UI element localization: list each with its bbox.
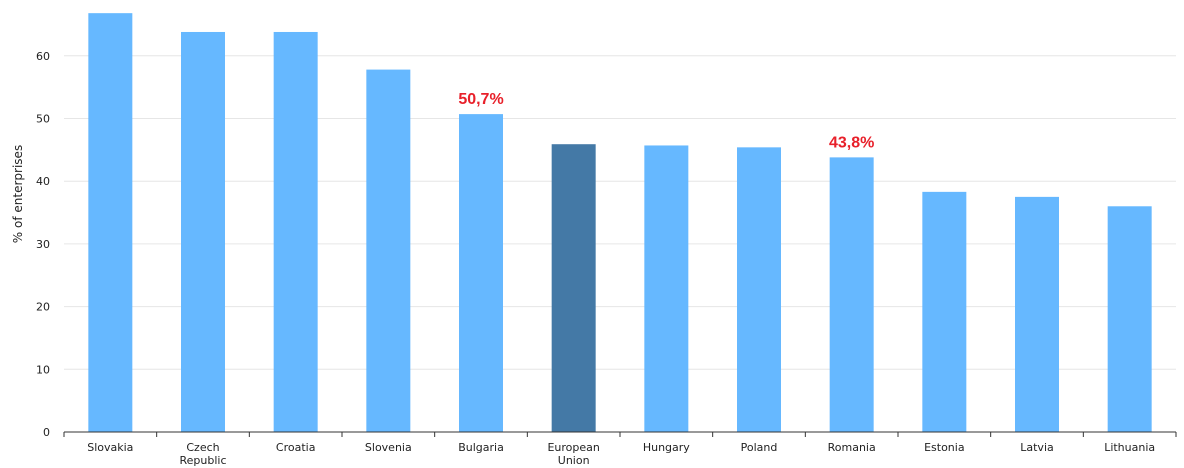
x-tick-label: Slovakia [87,441,133,454]
bar-poland [737,147,781,433]
x-axis [63,431,1177,437]
bar-slovenia [366,69,411,433]
bar-bulgaria [459,114,503,433]
bar-estonia [922,191,967,432]
y-tick-label: 50 [36,113,50,126]
x-tick-label-line: Latvia [1020,441,1054,454]
x-tick-label-line: Croatia [276,441,316,454]
x-tick-label-line: Estonia [924,441,965,454]
x-tick-label-line: European [547,441,599,454]
x-tick-label: European Union [547,441,599,467]
y-tick-label: 10 [36,363,50,376]
x-tick-label: Croatia [276,441,316,454]
y-tick-label: 30 [36,238,50,251]
y-tick-label: 40 [36,175,50,188]
x-tick-label-line: Poland [741,441,778,454]
x-tick-label-line: Republic [179,454,226,467]
x-tick-label: Bulgaria [458,441,504,454]
x-tick-label: Hungary [643,441,690,454]
y-axis-ticks: 0 10 20 30 40 50 60 [36,50,50,439]
bars [88,13,1152,433]
x-tick-label: Estonia [924,441,965,454]
bar-slovakia [88,13,133,432]
x-tick-label: Poland [741,441,778,454]
data-label-romania: 43,8% [829,134,874,151]
data-labels: 50,7% 43,8% [458,91,874,151]
x-tick-label: Romania [828,441,876,454]
x-tick-label-line: Czech [186,441,219,454]
y-tick-label: 20 [36,301,50,314]
x-tick-label: Czech Republic [179,441,226,467]
x-tick-label-line: Union [558,454,590,467]
x-tick-label: Latvia [1020,441,1054,454]
bar-croatia [273,31,318,433]
x-tick-label-line: Slovakia [87,441,133,454]
bar-latvia [1015,196,1059,432]
data-label-bulgaria: 50,7% [458,91,503,108]
bar-european-union [551,144,596,432]
x-tick-label-line: Bulgaria [458,441,504,454]
x-tick-label-line: Hungary [643,441,690,454]
y-tick-label: 60 [36,50,50,63]
bar-czech-republic [181,31,225,433]
y-tick-label: 0 [43,426,50,439]
x-tick-label-line: Romania [828,441,876,454]
y-axis-title: % of enterprises [11,145,25,243]
x-tick-label-line: Slovenia [365,441,412,454]
x-tick-label: Slovenia [365,441,412,454]
x-tick-label: Lithuania [1104,441,1155,454]
bar-lithuania [1107,206,1152,432]
bar-hungary [644,145,689,432]
gridlines [64,55,1176,370]
x-tick-label-line: Lithuania [1104,441,1155,454]
x-axis-category-labels: Slovakia Czech Republic Croatia Slovenia Bulg… [87,441,1155,467]
bar-romania [829,157,874,432]
